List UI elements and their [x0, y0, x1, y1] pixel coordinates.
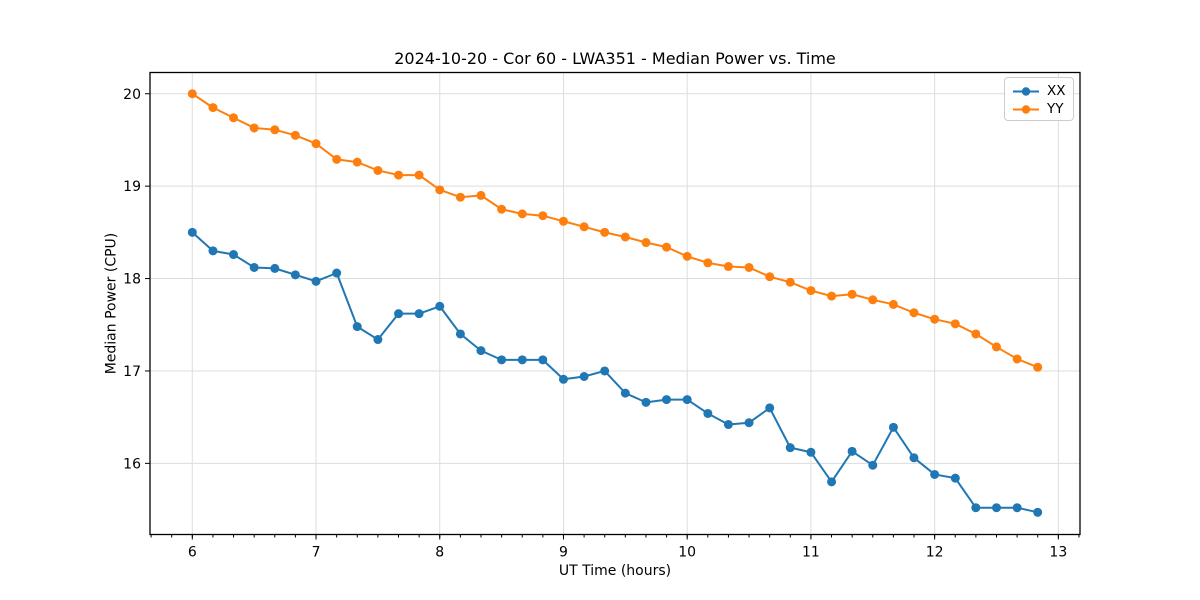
svg-text:20: 20 [123, 87, 141, 103]
svg-text:19: 19 [123, 179, 141, 195]
legend-label-xx: XX [1047, 83, 1066, 99]
svg-text:16: 16 [123, 456, 141, 472]
xx-line-marker-icon [1013, 86, 1039, 96]
svg-text:8: 8 [435, 545, 444, 561]
x-tick-labels: 6 7 8 9 10 11 12 13 [188, 545, 1067, 561]
series-yy [187, 89, 1043, 372]
legend-label-yy: YY [1047, 101, 1064, 117]
svg-text:12: 12 [926, 545, 944, 561]
plot-border [149, 71, 1081, 536]
x-axis-label: UT Time (hours) [558, 563, 672, 579]
yy-line-marker-icon [1013, 104, 1039, 114]
y-tick-labels: 16 17 18 19 20 [123, 87, 141, 473]
svg-text:11: 11 [802, 545, 820, 561]
svg-text:7: 7 [312, 545, 321, 561]
legend: XX YY [1004, 77, 1074, 121]
svg-text:17: 17 [123, 364, 141, 380]
y-axis-label: Median Power (CPU) [103, 232, 120, 375]
svg-text:9: 9 [559, 545, 568, 561]
legend-item-xx: XX [1012, 83, 1067, 99]
svg-text:18: 18 [123, 272, 141, 288]
chart-title: 2024-10-20 - Cor 60 - LWA351 - Median Po… [394, 49, 836, 68]
legend-item-yy: YY [1012, 101, 1067, 117]
svg-text:6: 6 [188, 545, 197, 561]
gridlines [150, 72, 1080, 535]
axis-ticks [145, 93, 1080, 540]
series-xx [187, 227, 1043, 517]
svg-text:10: 10 [678, 545, 696, 561]
svg-text:13: 13 [1049, 545, 1067, 561]
